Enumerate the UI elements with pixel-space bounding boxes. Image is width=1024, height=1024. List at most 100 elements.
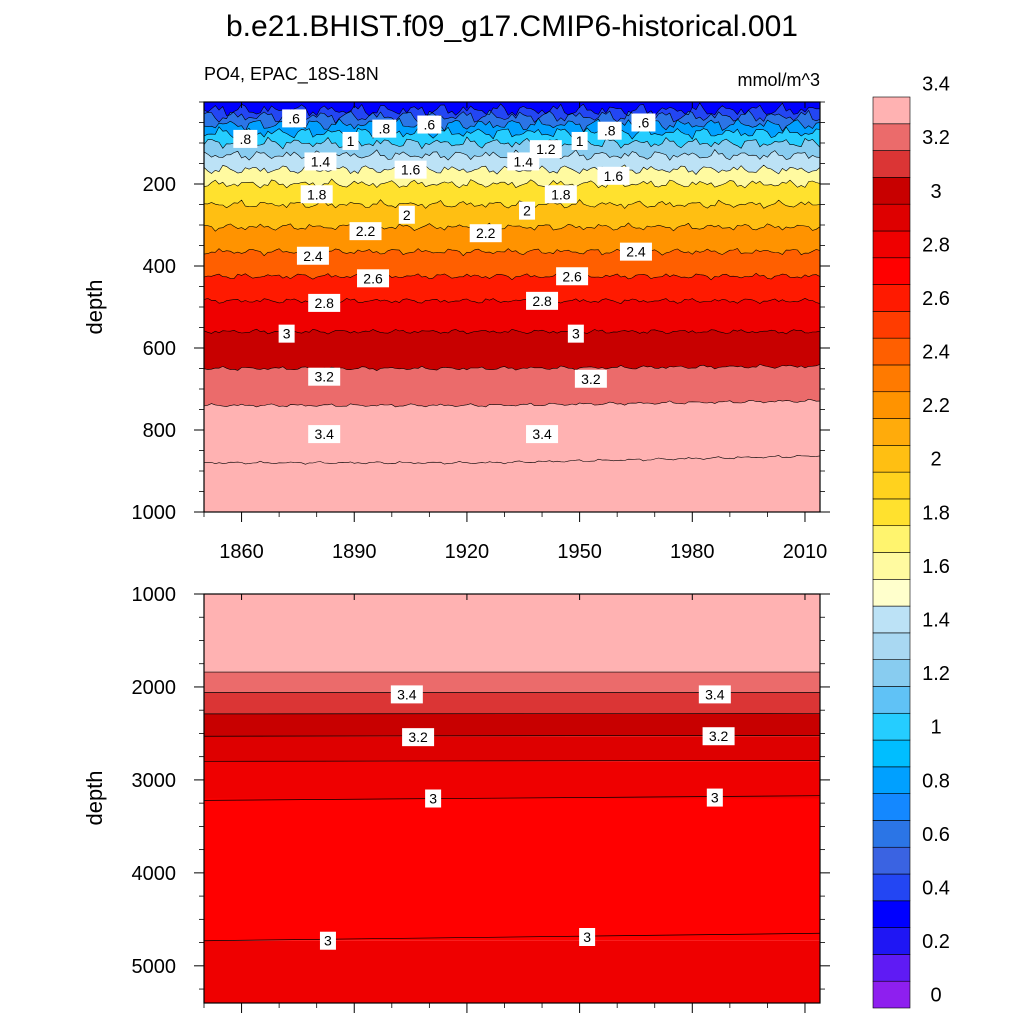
contour-label: 1.6 <box>394 160 427 179</box>
upper-contour-line-3 <box>204 328 820 335</box>
contour-label: 3.2 <box>402 728 435 747</box>
contour-label-box <box>556 267 589 286</box>
colorbar-tick-label: 1.4 <box>922 609 950 631</box>
upper-contour-line-0.4 <box>204 102 820 117</box>
colorbar-swatch <box>872 900 911 928</box>
contour-label-box <box>398 205 415 224</box>
x-tick-label: 1920 <box>445 541 490 563</box>
upper-contour-labels: .8.61.8.61.41.61.41.21.8.61.61.8 1.82 22.2… <box>233 109 656 444</box>
upper-contour-line-2.8 <box>204 297 820 304</box>
colorbar-swatch <box>872 471 911 500</box>
contour-label-text: .8 <box>604 123 616 139</box>
lower-band <box>204 692 820 714</box>
contour-label: 3 <box>319 931 336 950</box>
lower-contour-fills <box>204 594 820 1003</box>
colorbar-swatch <box>872 686 911 714</box>
contour-label-text: .8 <box>239 131 251 147</box>
lower-band <box>204 594 820 673</box>
contour-label: 1.8 <box>544 185 577 204</box>
contour-label-text: 3.4 <box>314 426 334 442</box>
y-tick-label: 600 <box>143 338 176 360</box>
contour-label: 1.6 <box>597 166 630 185</box>
colorbar-tick-label: 0.4 <box>922 877 950 899</box>
colorbar-swatch <box>872 445 911 473</box>
contour-label-box <box>579 928 596 947</box>
colorbar-swatch <box>872 980 911 1009</box>
contour-label-text: 1.4 <box>514 153 534 169</box>
contour-label-box <box>300 185 333 204</box>
colorbar-tick-label: 0 <box>930 985 941 1007</box>
lower-contour-labels: 3.4 3.4 3.2 3.2 3 3 3 3 <box>319 685 735 950</box>
lower-x-axis <box>203 594 806 1013</box>
colorbar-tick-label: 1 <box>930 717 941 739</box>
colorbar-swatch <box>872 498 911 527</box>
contour-label-text: 2.4 <box>626 244 646 260</box>
colorbar-swatch <box>872 337 911 366</box>
contour-label: 3.2 <box>308 367 341 386</box>
contour-label: 3.4 <box>698 685 731 704</box>
contour-label-box <box>469 224 502 243</box>
contour-label: 3.4 <box>526 425 559 444</box>
y-tick-label: 400 <box>143 256 176 278</box>
lower-y-axis: 1000 2000 3000 4000 5000 <box>132 584 830 990</box>
contour-label: 3 <box>567 324 584 343</box>
contour-label-text: 3.2 <box>709 728 729 744</box>
colorbar-swatch <box>872 203 911 232</box>
contour-label-box <box>519 201 536 220</box>
units-label: mmol/m^3 <box>738 70 820 90</box>
colorbar-swatch <box>872 846 911 875</box>
y-tick-label: 1000 <box>132 502 177 524</box>
contour-label-box <box>308 367 341 386</box>
colorbar-swatch <box>872 257 911 285</box>
contour-label-text: 1.2 <box>536 141 556 157</box>
upper-contour-line-0.6 <box>204 108 820 124</box>
contour-label: 3 <box>706 788 723 807</box>
colorbar-swatch <box>872 632 911 660</box>
contour-label-box <box>357 269 390 288</box>
upper-contour-line-0.8 <box>204 117 820 133</box>
colorbar-swatch <box>872 954 911 982</box>
contour-label-box <box>597 166 630 185</box>
lower-y-axis-label: depth <box>82 770 107 825</box>
contour-label-text: 2.8 <box>314 295 334 311</box>
y-tick-label: 5000 <box>132 956 177 978</box>
colorbar-tick-label: 3.2 <box>922 127 950 149</box>
contour-label-text: 3.4 <box>397 686 417 702</box>
upper-contour-line-1.8 <box>204 178 820 189</box>
upper-contour-line-1 <box>204 126 820 140</box>
lower-band <box>204 672 820 693</box>
colorbar-swatch <box>872 927 911 955</box>
colorbar-tick-label: 2 <box>930 449 941 471</box>
contour-label: 3.2 <box>574 369 607 388</box>
colorbar-swatch <box>872 123 911 151</box>
contour-label: 2.8 <box>526 291 559 310</box>
y-tick-label: 200 <box>143 174 176 196</box>
lower-band <box>204 761 820 799</box>
colorbar-swatch <box>872 578 911 607</box>
contour-label-text: .6 <box>638 115 650 131</box>
contour-label-text: 3 <box>429 791 437 807</box>
contour-label-box <box>304 152 337 171</box>
colorbar-swatch <box>872 739 911 768</box>
contour-label-text: 2.2 <box>356 223 376 239</box>
colorbar-swatch <box>872 230 911 259</box>
contour-label-text: 2.6 <box>363 270 383 286</box>
lower-band <box>204 713 820 737</box>
contour-label-box <box>571 131 588 150</box>
contour-label-text: 3 <box>711 790 719 806</box>
contour-label-text: 1.8 <box>307 186 327 202</box>
contour-label-text: 3 <box>283 326 291 342</box>
contour-label-box <box>417 115 442 134</box>
contour-label-box <box>308 425 341 444</box>
contour-label: .6 <box>631 113 656 132</box>
contour-label-box <box>425 789 442 808</box>
contour-label-text: 2.6 <box>562 268 582 284</box>
contour-label: 2.2 <box>469 224 502 243</box>
contour-label: 2.6 <box>556 267 589 286</box>
colorbar-swatch <box>872 766 911 794</box>
lower-plot-frame <box>203 593 821 1004</box>
x-tick-label: 2010 <box>783 541 828 563</box>
contour-label-box <box>567 324 584 343</box>
contour-label-text: 3.2 <box>408 729 428 745</box>
contour-label-box <box>597 121 622 140</box>
